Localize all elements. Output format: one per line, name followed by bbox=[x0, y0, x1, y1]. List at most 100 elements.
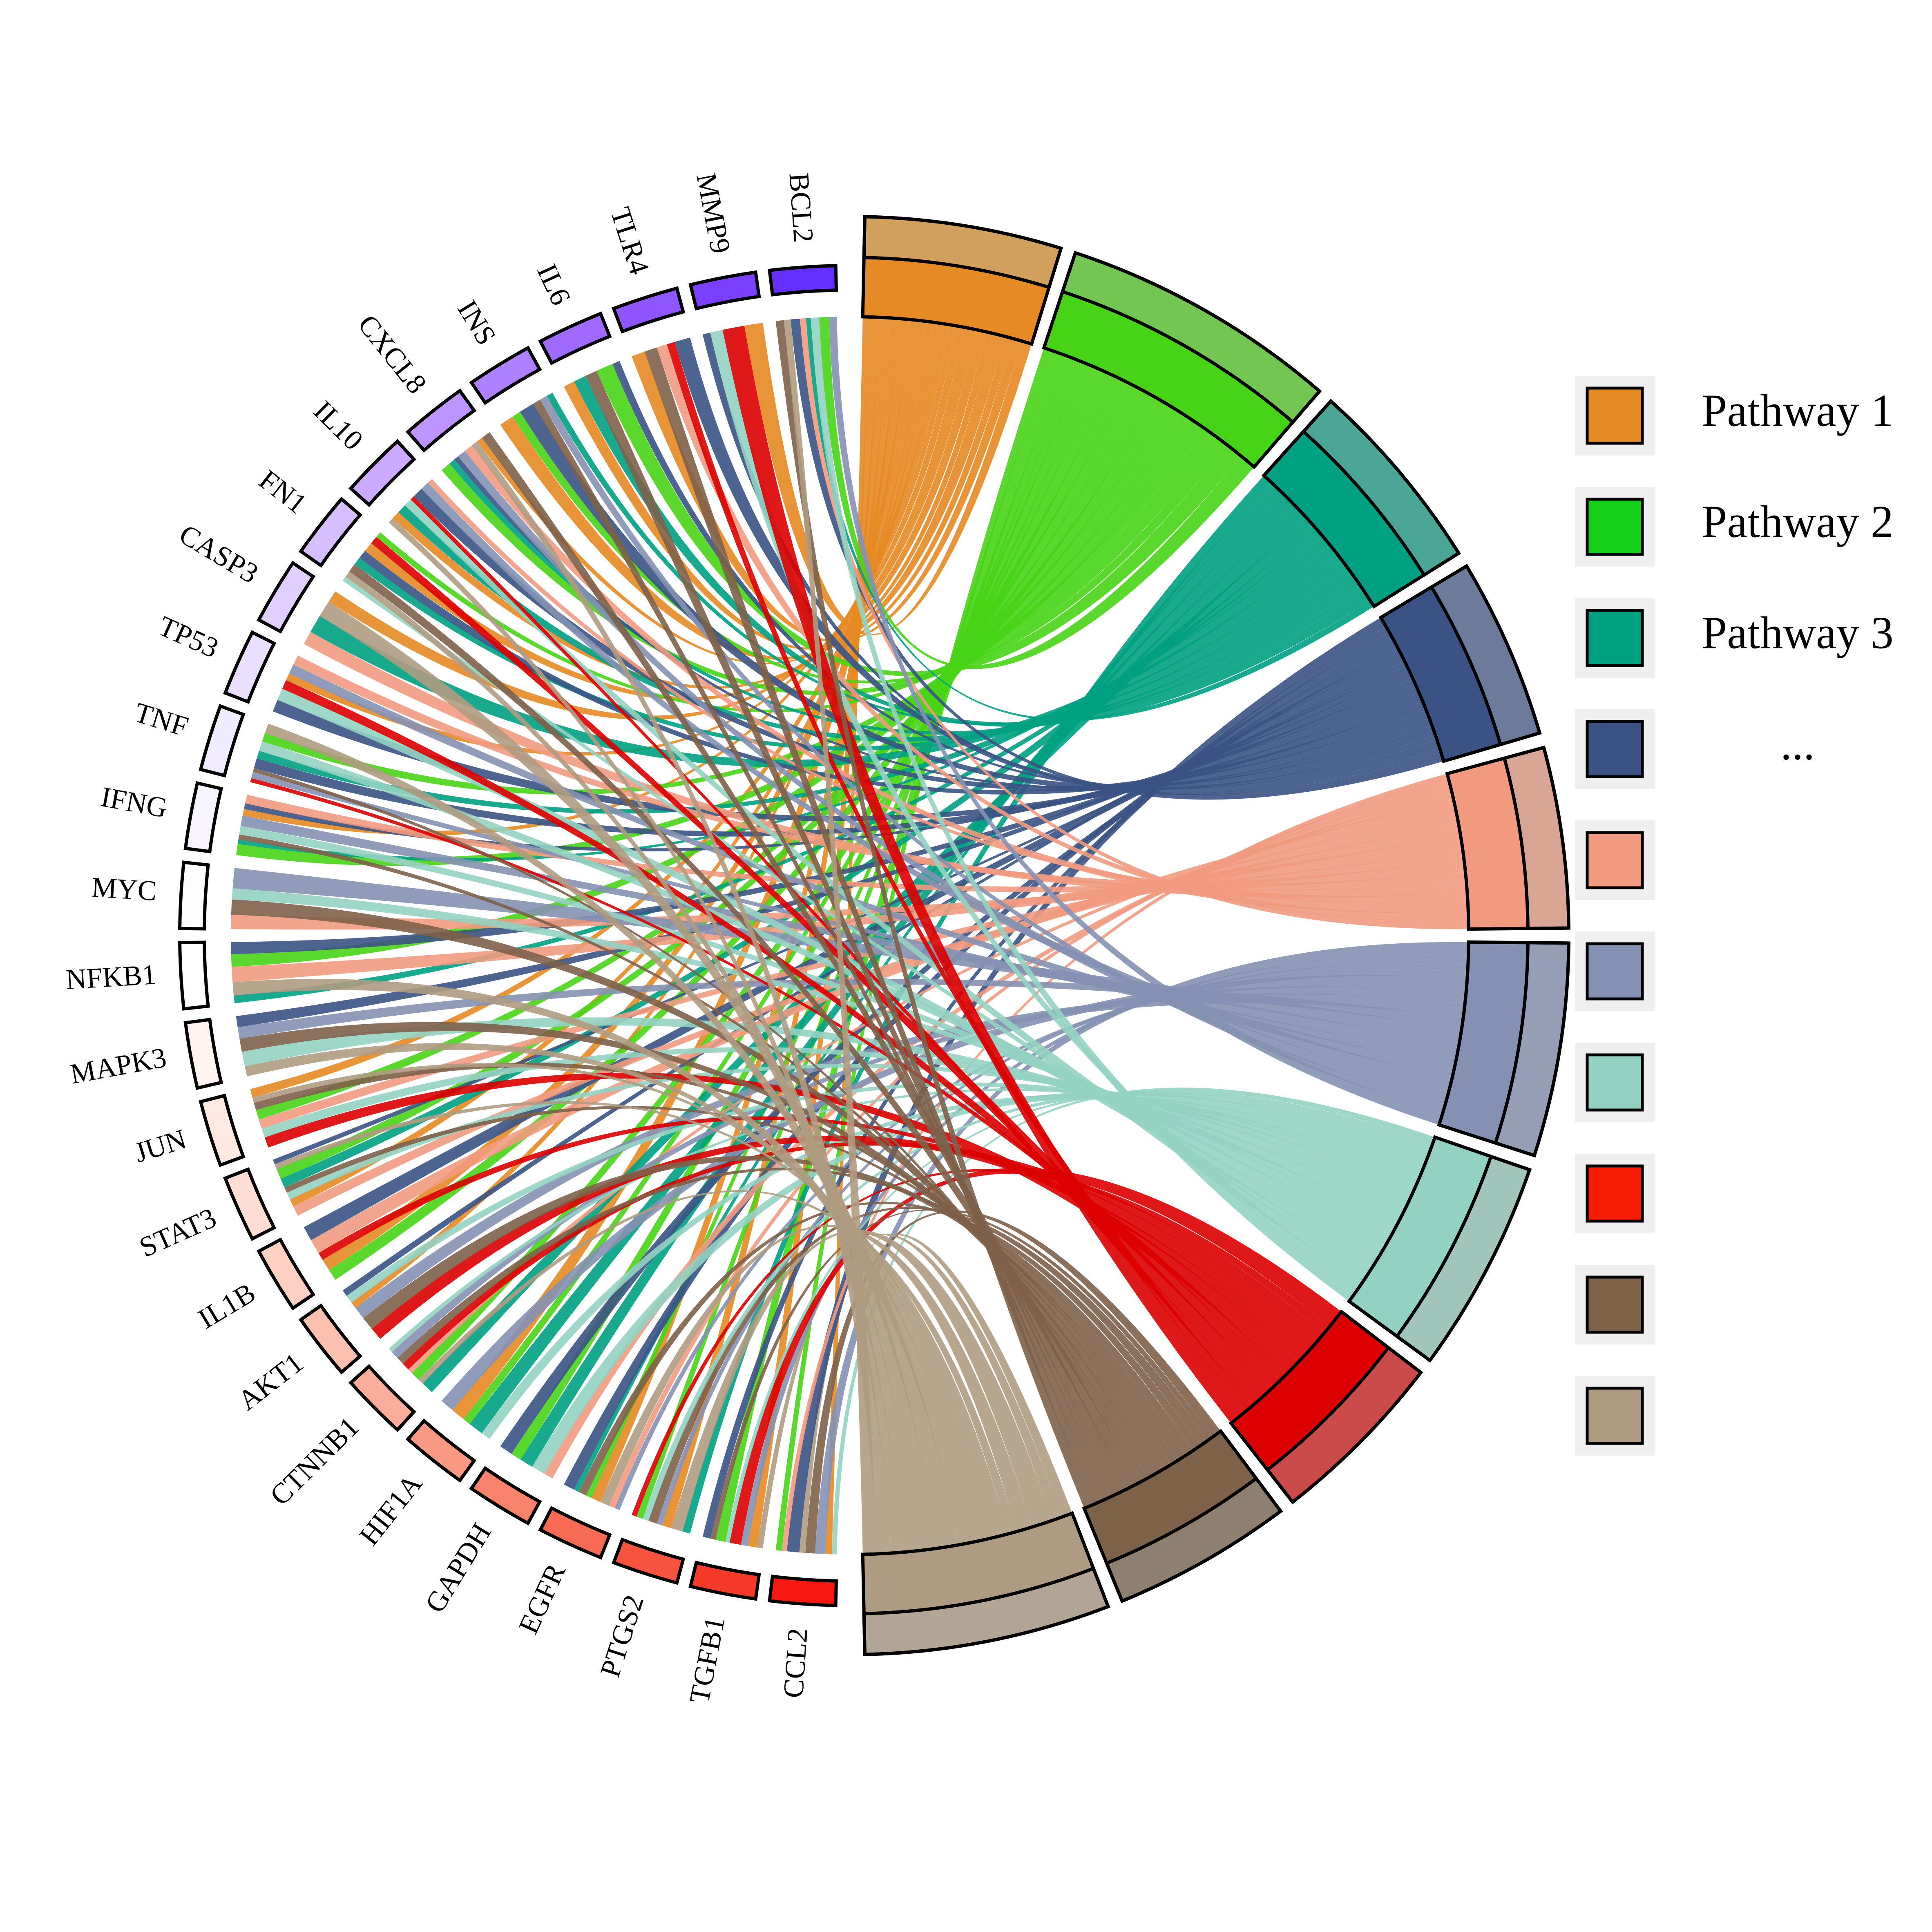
gene-sector-mmp9 bbox=[688, 270, 761, 311]
pathway-sectors bbox=[861, 215, 1570, 1656]
gene-sector-myc bbox=[178, 860, 210, 931]
pathway-10-sector bbox=[861, 1511, 1110, 1656]
chord-link-il1b-4 bbox=[304, 652, 1405, 1240]
gene-sector-ins bbox=[469, 346, 542, 405]
pathway-1-inner-band bbox=[862, 257, 1049, 344]
gene-label-egfr: EGFR bbox=[513, 1559, 572, 1639]
chord-link-ctnnb1-3 bbox=[422, 506, 1306, 1392]
pathway-9-inner-band bbox=[1084, 1431, 1256, 1563]
legend-swatch-6 bbox=[1586, 942, 1644, 1001]
legend: Pathway 1 Pathway 2 Pathway 3... bbox=[1575, 376, 1894, 1456]
chord-link-tnf-6 bbox=[251, 772, 1456, 1069]
pathway-2-inner-band bbox=[1044, 291, 1293, 467]
gene-label-myc: MYC bbox=[91, 872, 158, 907]
gene-sector-fn1 bbox=[298, 496, 363, 568]
chord-link-gapdh-7 bbox=[532, 1091, 1428, 1474]
chord-link-tlr4-9 bbox=[644, 347, 1102, 1505]
legend-swatch-9 bbox=[1586, 1275, 1644, 1334]
legend-swatch-10 bbox=[1586, 1387, 1644, 1445]
gene-sector-hif1a bbox=[405, 1418, 477, 1483]
chord-link-ptgs2-10 bbox=[671, 1230, 1053, 1532]
legend-swatch-2 bbox=[1586, 498, 1644, 556]
gene-sector-ifng bbox=[183, 781, 223, 853]
chord-link-tnf-3 bbox=[257, 536, 1330, 814]
chord-link-ptgs2-2 bbox=[636, 356, 1077, 1519]
gene-sector-tnf bbox=[199, 704, 246, 778]
gene-sector-stat3 bbox=[223, 1167, 277, 1241]
gene-sector-tp53 bbox=[223, 630, 277, 704]
chord-link-tgfb1-9 bbox=[710, 1209, 1213, 1540]
pathway-6-sector bbox=[1437, 940, 1570, 1158]
gene-label-stat3: STAT3 bbox=[135, 1202, 221, 1264]
pathway-8-sector bbox=[1228, 1309, 1423, 1505]
gene-label-mmp9: MMP9 bbox=[690, 170, 736, 256]
chord-link-ins-1 bbox=[500, 333, 1005, 660]
gene-label-tnf: TNF bbox=[131, 697, 192, 743]
gene-label-tlr4: TLR4 bbox=[604, 203, 655, 278]
pathway-7-inner-band bbox=[1349, 1137, 1491, 1336]
chord-link-jun-5 bbox=[259, 824, 1461, 1129]
gene-label-hif1a: HIF1A bbox=[353, 1468, 429, 1552]
gene-label-jun: JUN bbox=[131, 1123, 190, 1169]
chord-link-myc-6 bbox=[232, 868, 1462, 1044]
gene-sector-mapk3 bbox=[183, 1018, 223, 1090]
chord-link-cxcl8-1 bbox=[477, 331, 993, 664]
pathway-8-inner-band bbox=[1231, 1311, 1389, 1470]
gene-sector-il10 bbox=[348, 439, 417, 507]
legend-swatch-8 bbox=[1586, 1164, 1644, 1223]
chord-link-ifng-5 bbox=[245, 795, 1465, 893]
chord-link-tgfb1-2 bbox=[715, 351, 1067, 1542]
gene-sector-ccl2 bbox=[768, 1575, 838, 1607]
gene-label-il6: IL6 bbox=[531, 259, 576, 310]
gene-sector-ptgs2 bbox=[612, 1537, 686, 1585]
gene-sector-casp3 bbox=[257, 561, 316, 634]
gene-label-tgfb1: TGFB1 bbox=[683, 1614, 731, 1706]
chord-link-hif1a-3 bbox=[469, 495, 1295, 1433]
gene-sectors bbox=[178, 264, 838, 1607]
legend-label-3: Pathway 3 bbox=[1702, 608, 1894, 659]
pathway-7-sector bbox=[1347, 1135, 1532, 1363]
pathway-4-sector bbox=[1378, 564, 1542, 764]
chord-link-ifng-2 bbox=[236, 404, 1182, 866]
chord-links bbox=[231, 317, 1469, 1555]
pathway-5-sector bbox=[1445, 745, 1570, 931]
gene-sector-tgfb1 bbox=[688, 1560, 761, 1601]
gene-label-akt1: AKT1 bbox=[232, 1347, 309, 1417]
legend-label-4: ... bbox=[1780, 719, 1815, 770]
gene-label-casp3: CASP3 bbox=[174, 518, 264, 590]
chord-link-egfr-2 bbox=[586, 360, 1084, 1498]
chord-link-ptgs2-9 bbox=[648, 1206, 1208, 1524]
gene-label-cxcl8: CXCL8 bbox=[352, 309, 433, 400]
chord-link-ccl2-10 bbox=[799, 1234, 1072, 1553]
gene-label-ins: INS bbox=[451, 295, 502, 351]
chord-link-tgfb1-1 bbox=[748, 317, 880, 1548]
gene-sector-bcl2 bbox=[768, 264, 838, 297]
gene-label-mapk3: MAPK3 bbox=[68, 1042, 169, 1090]
chord-link-ccl2-5 bbox=[782, 773, 1449, 1552]
gene-sector-nfkb1 bbox=[178, 940, 210, 1011]
pathway-9-sector bbox=[1082, 1429, 1283, 1604]
legend-swatch-5 bbox=[1586, 831, 1644, 889]
gene-sector-cxcl8 bbox=[405, 388, 477, 453]
gene-sector-il1b bbox=[257, 1237, 316, 1311]
gene-sector-tlr4 bbox=[612, 286, 686, 334]
gene-label-il1b: IL1B bbox=[193, 1277, 261, 1335]
gene-label-tp53: TP53 bbox=[154, 610, 223, 664]
gene-label-bcl2: BCL2 bbox=[783, 172, 819, 243]
gene-label-il10: IL10 bbox=[307, 395, 369, 456]
legend-label-1: Pathway 1 bbox=[1702, 386, 1894, 436]
chord-link-cxcl8-2 bbox=[441, 428, 1219, 695]
legend-swatch-3 bbox=[1586, 609, 1644, 667]
gene-label-ctnnb1: CTNNB1 bbox=[264, 1411, 366, 1512]
gene-label-ccl2: CCL2 bbox=[777, 1627, 814, 1699]
pathway-6-inner-band bbox=[1439, 942, 1528, 1143]
legend-label-2: Pathway 2 bbox=[1702, 497, 1894, 547]
legend-swatch-1 bbox=[1586, 386, 1644, 445]
gene-sector-jun bbox=[199, 1093, 246, 1167]
pathway-2-sector bbox=[1042, 250, 1322, 469]
pathway-3-inner-band bbox=[1264, 431, 1424, 607]
gene-sector-egfr bbox=[538, 1505, 612, 1560]
gene-sector-gapdh bbox=[469, 1466, 542, 1525]
legend-swatch-7 bbox=[1586, 1053, 1644, 1112]
